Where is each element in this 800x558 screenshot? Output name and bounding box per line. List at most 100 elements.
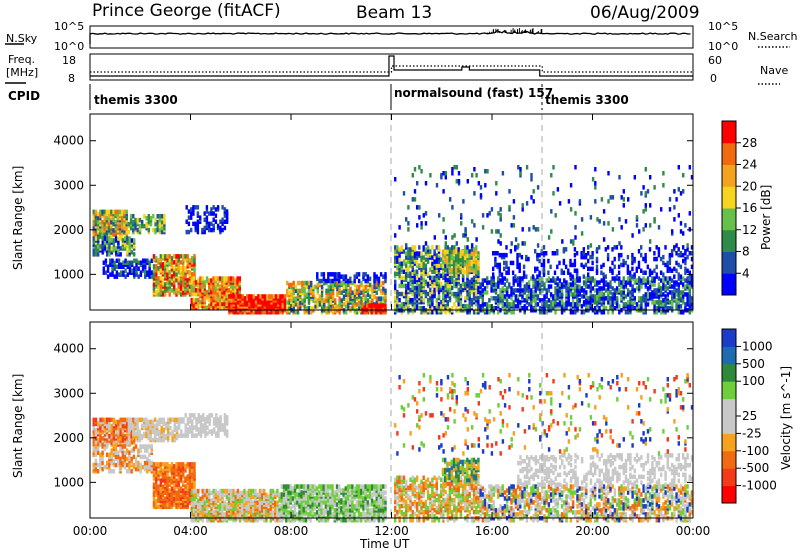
- rti-cell: [95, 418, 97, 423]
- rti-cell: [175, 495, 177, 500]
- rti-cell: [535, 296, 537, 301]
- rti-cell: [184, 484, 186, 489]
- rti-cell: [153, 491, 155, 496]
- rti-cell: [144, 274, 146, 279]
- rti-cell: [226, 276, 228, 281]
- rti-cell: [171, 480, 173, 485]
- date-title: 06/Aug/2009: [590, 3, 700, 23]
- rti-cell: [546, 278, 548, 283]
- rti-cell: [550, 304, 552, 309]
- rti-cell: [394, 255, 396, 259]
- rti-cell: [126, 240, 128, 245]
- rti-cell: [122, 444, 124, 449]
- rti-cell: [660, 257, 662, 262]
- rti-cell: [221, 276, 223, 281]
- rti-cell: [620, 263, 622, 268]
- rti-cell: [174, 418, 176, 423]
- rti-cell: [147, 432, 149, 437]
- rti-cell: [543, 286, 545, 291]
- rti-cell: [384, 289, 386, 294]
- rti-cell: [159, 228, 161, 233]
- rti-cell: [583, 247, 585, 252]
- rti-cell: [210, 228, 212, 233]
- rti-cell: [111, 270, 113, 275]
- rti-cell: [282, 294, 284, 299]
- rti-cell: [99, 232, 101, 237]
- rti-cell: [126, 226, 128, 231]
- rti-cell: [208, 211, 210, 216]
- rti-cell: [224, 207, 226, 212]
- rti-cell: [449, 280, 451, 285]
- power-colorbar-segments: [722, 121, 736, 296]
- rti-cell: [187, 486, 189, 491]
- rti-cell: [318, 279, 320, 284]
- rti-cell: [497, 229, 499, 234]
- rti-cell: [533, 225, 535, 230]
- rti-cell: [354, 296, 356, 301]
- rti-cell: [230, 290, 232, 295]
- rti-cell: [581, 217, 583, 222]
- rti-cell: [418, 251, 420, 256]
- rti-cell: [405, 284, 407, 289]
- rti-cell: [113, 238, 115, 243]
- rti-cell: [317, 289, 319, 294]
- rti-cell: [312, 291, 314, 296]
- rti-cell: [526, 282, 528, 287]
- rti-cell: [152, 438, 154, 443]
- rti-cell: [552, 165, 554, 170]
- rti-cell: [329, 279, 331, 284]
- rti-cell: [116, 270, 118, 275]
- rti-cell: [574, 247, 576, 252]
- rti-cell: [139, 444, 141, 449]
- rti-cell: [449, 296, 451, 301]
- rti-cell: [456, 179, 458, 184]
- rti-cell: [97, 469, 99, 474]
- rti-cell: [212, 290, 214, 295]
- beam-title: Beam 13: [356, 3, 432, 23]
- rti-cell: [618, 304, 620, 309]
- rti-cell: [543, 282, 545, 287]
- station-title: Prince George (fitACF): [92, 1, 281, 21]
- rti-cell: [649, 269, 651, 274]
- rti-cell: [466, 254, 468, 259]
- rti-cell: [186, 230, 188, 235]
- rti-cell: [433, 288, 435, 293]
- rti-cell: [497, 302, 499, 307]
- rti-cell: [603, 286, 605, 291]
- rti-cell: [129, 236, 131, 241]
- rti-cell: [97, 438, 99, 443]
- rti-cell: [104, 246, 106, 251]
- rti-cell: [638, 296, 640, 301]
- rti-cell: [552, 300, 554, 305]
- rti-cell: [612, 286, 614, 291]
- rti-cell: [493, 288, 495, 293]
- rti-cell: [642, 271, 644, 276]
- rti-cell: [658, 276, 660, 281]
- rti-cell: [304, 289, 306, 294]
- rti-cell: [343, 294, 345, 299]
- rti-cell: [442, 290, 444, 295]
- rti-cell: [440, 300, 442, 305]
- rti-cell: [354, 283, 356, 288]
- rti-cell: [682, 276, 684, 281]
- rti-cell: [163, 226, 165, 231]
- rti-cell: [589, 255, 591, 260]
- rti-cell: [471, 298, 473, 303]
- rti-cell: [475, 302, 477, 307]
- rti-cell: [206, 209, 208, 214]
- rti-cell: [585, 276, 587, 281]
- rti-cell: [468, 254, 470, 259]
- rti-cell: [576, 298, 578, 303]
- rti-cell: [499, 253, 501, 258]
- rti-cell: [117, 459, 119, 464]
- rti-cell: [448, 254, 450, 259]
- rti-cell: [173, 266, 175, 271]
- rti-cell: [394, 233, 396, 238]
- rti-cell: [497, 276, 499, 281]
- rti-cell: [590, 276, 592, 281]
- nave-tick-high: 60: [708, 54, 722, 67]
- rti-cell: [102, 418, 104, 423]
- rti-cell: [195, 280, 197, 285]
- rti-cell: [349, 293, 351, 298]
- rti-cell: [505, 265, 507, 270]
